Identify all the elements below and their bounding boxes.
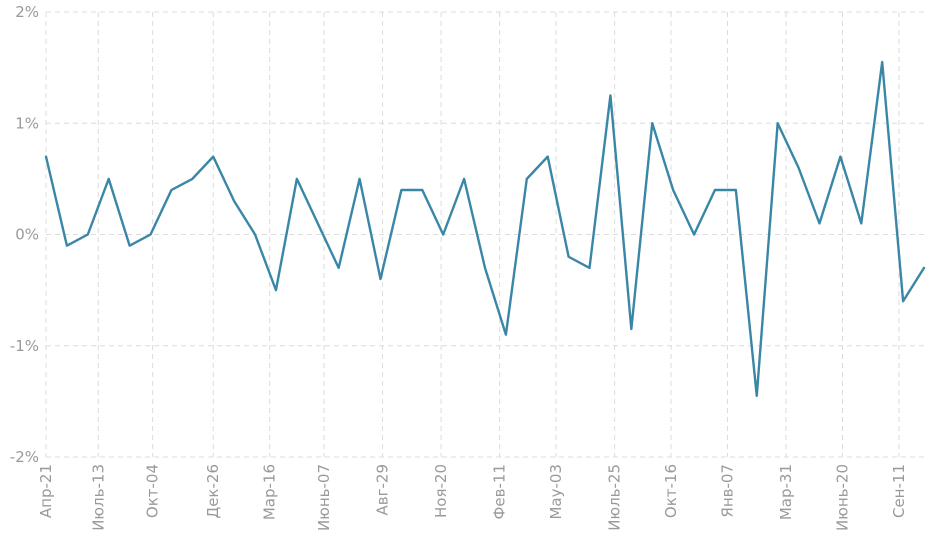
- x-tick-label: Окт-04: [144, 464, 162, 518]
- series-line: [44, 60, 926, 398]
- x-tick-label: Июль-25: [606, 464, 624, 531]
- x-tick-label: Мар-16: [261, 464, 279, 520]
- y-tick-label: -2%: [10, 448, 39, 466]
- x-tick-label: Янв-07: [718, 464, 736, 518]
- y-axis-tick-labels: 2% 1% 0% -1% -2%: [10, 3, 39, 466]
- grid: [45, 11, 924, 458]
- x-tick-label: Окт-16: [662, 464, 680, 518]
- y-tick-label: 0%: [15, 226, 39, 244]
- x-tick-label: Фев-11: [491, 464, 509, 519]
- y-tick-label: 1%: [15, 114, 39, 132]
- x-tick-label: Ноя-20: [432, 464, 450, 518]
- series-layer: [44, 60, 926, 398]
- x-tick-label: Дек-26: [204, 464, 222, 519]
- x-axis-tick-labels: Апр-21 Июль-13 Окт-04 Дек-26 Мар-16 Июнь-07 Ав…: [37, 464, 908, 531]
- x-tick-label: Мау-03: [547, 464, 565, 520]
- x-tick-label: Авг-29: [374, 464, 392, 515]
- x-tick-label: Июнь-07: [315, 464, 333, 531]
- x-tick-label: Мар-31: [777, 464, 795, 520]
- x-tick-label: Июль-13: [89, 464, 107, 531]
- y-tick-label: -1%: [10, 337, 39, 355]
- x-tick-label: Июнь-20: [833, 464, 851, 531]
- x-tick-label: Сен-11: [890, 464, 908, 518]
- x-tick-label: Апр-21: [37, 464, 55, 518]
- y-tick-label: 2%: [15, 3, 39, 21]
